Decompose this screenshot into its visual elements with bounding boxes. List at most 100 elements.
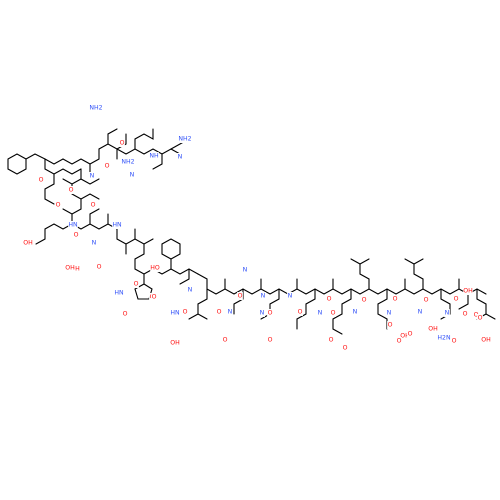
atom-label-42: O (361, 296, 367, 304)
atom-text-60: OH (428, 326, 438, 333)
atom-text-21: OH (65, 265, 75, 272)
bond-9 (134, 128, 154, 150)
atom-text-41: N (318, 310, 323, 317)
atom-label-5: NH (149, 152, 159, 160)
atom-text-29: O (217, 309, 222, 316)
bond-26 (134, 243, 154, 275)
bond-35 (233, 288, 244, 315)
atom-text-14: HN (68, 222, 78, 229)
atom-text-55: O (343, 345, 348, 352)
atom-label-58: O (396, 337, 402, 345)
atom-text-2: O (105, 163, 110, 170)
atom-label-49: N (444, 309, 450, 317)
atom-label-34: O (267, 309, 273, 317)
atom-label-32: O (237, 292, 243, 300)
atom-label-27: O (182, 308, 188, 316)
atom-text-47: N (418, 309, 423, 316)
atom-text-22: HN (114, 290, 124, 297)
atom-text-48: O (454, 296, 459, 303)
bond-17 (71, 183, 100, 200)
bond-46 (404, 258, 424, 290)
bond-18 (62, 198, 82, 215)
atom-label-67: O (477, 314, 483, 322)
atom-text-31: O (152, 294, 157, 301)
atom-text-46: O (424, 297, 429, 304)
atom-text-8: N (130, 172, 135, 179)
atom-label-36: O (297, 308, 303, 316)
atom-text-23: O (123, 311, 128, 318)
atom-text-1: NH2 (121, 159, 134, 166)
atom-text-51: N (188, 287, 193, 294)
atom-text-56: O (388, 322, 393, 329)
atom-text-59: O (408, 331, 413, 338)
atom-text-19: N (92, 240, 97, 247)
atom-label-56: O (387, 321, 393, 329)
atom-label-14: HN (68, 221, 78, 229)
atom-text-38: O (331, 310, 336, 317)
bond-27 (152, 268, 199, 275)
atom-label-41: N (317, 309, 323, 317)
bond-21 (35, 223, 73, 245)
atom-text-35: N (261, 293, 266, 300)
atom-label-10: O (68, 186, 74, 194)
bond-47 (413, 258, 424, 265)
atom-label-2: O (104, 162, 110, 170)
atom-text-9: O (39, 177, 44, 184)
atom-text-17: OH (70, 266, 80, 273)
bond-50 (476, 288, 487, 320)
atom-label-31: O (151, 293, 157, 301)
atom-text-49: N (445, 310, 450, 317)
atom-label-39: N (287, 292, 293, 300)
bond-13 (44, 168, 82, 175)
atom-label-61: O (462, 310, 468, 318)
atom-text-43: N (353, 309, 358, 316)
atom-text-26: HO (150, 265, 160, 272)
bond-28 (161, 238, 181, 270)
atom-label-8: N (129, 171, 135, 179)
atom-text-45: N (387, 310, 392, 317)
atom-label-35: N (260, 292, 266, 300)
atom-text-42: O (362, 297, 367, 304)
atom-label-38: O (330, 309, 336, 317)
atom-label-17: OH (70, 265, 80, 273)
bond-30 (197, 273, 487, 295)
bond-1 (25, 153, 46, 160)
atom-label-28: HN (170, 309, 180, 317)
atom-label-21: OH (65, 264, 75, 272)
bond-4 (62, 158, 91, 175)
bond-8 (116, 148, 181, 155)
atom-label-22: HN (114, 289, 124, 297)
atom-text-28: HN (170, 310, 180, 317)
bond-33 (197, 313, 208, 320)
atom-label-16: O (73, 231, 79, 239)
atom-label-3: NH2 (89, 104, 103, 112)
bond-0 (7, 153, 27, 175)
bond-20 (89, 208, 100, 225)
atom-text-37: N (260, 310, 265, 317)
atom-label-30: N (242, 266, 248, 274)
atom-label-15: HN (112, 221, 122, 229)
atom-text-18: O (97, 264, 102, 271)
atom-text-64: O (452, 338, 457, 345)
atom-text-40: O (327, 296, 332, 303)
atom-text-30: N (243, 267, 248, 274)
atom-label-4: NH2 (178, 135, 192, 143)
bond-16 (62, 178, 82, 185)
atom-label-12: O (55, 201, 61, 209)
atom-label-63: OH (481, 336, 491, 344)
atom-text-10: O (69, 187, 74, 194)
atom-text-33: N (228, 309, 233, 316)
atom-label-52: O (222, 336, 228, 344)
atom-label-59: O (407, 330, 413, 338)
atom-label-11: O (90, 201, 96, 209)
atom-label-54: OH (170, 339, 180, 347)
bond-52 (458, 293, 469, 310)
atom-label-57: OH (400, 332, 410, 340)
bond-23 (116, 228, 154, 245)
atom-text-32: O (238, 293, 243, 300)
atom-text-39: N (288, 293, 293, 300)
atom-text-44: O (393, 296, 398, 303)
bond-32 (188, 288, 208, 320)
atom-label-64: O (451, 337, 457, 345)
atom-label-40: O (326, 295, 332, 303)
